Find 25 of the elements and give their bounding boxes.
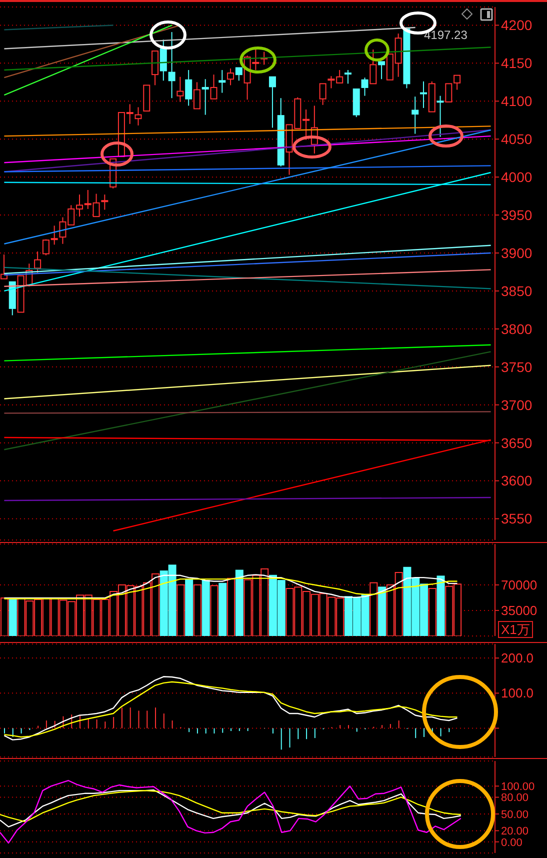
y-tick-label: 3700 bbox=[501, 396, 532, 413]
y-tick-label: 3800 bbox=[501, 320, 532, 337]
y-tick-label: 50.00 bbox=[501, 808, 529, 821]
y-tick-label: 35000 bbox=[501, 603, 538, 618]
y-tick-label: 100.0 bbox=[501, 686, 534, 701]
y-tick-label: 200.0 bbox=[501, 650, 534, 666]
y-tick-label: 3600 bbox=[501, 472, 532, 489]
y-tick-label: 3850 bbox=[501, 282, 532, 299]
y-tick-label: 4200 bbox=[501, 17, 532, 34]
y-tick-label: 4150 bbox=[501, 55, 532, 72]
y-tick-label: 3900 bbox=[501, 244, 532, 261]
y-tick-label: 20.00 bbox=[501, 826, 529, 838]
y-tick-label: 70000 bbox=[501, 578, 538, 593]
y-tick-label: 100.00 bbox=[501, 780, 535, 793]
annotation: 4197.23 bbox=[424, 28, 468, 42]
y-tick-label: 4100 bbox=[501, 93, 532, 110]
y-tick-label: 0.00 bbox=[501, 836, 522, 849]
y-tick-label: 4000 bbox=[501, 169, 532, 186]
y-tick-label: 3750 bbox=[501, 358, 532, 375]
y-tick-label: 3950 bbox=[501, 207, 532, 224]
y-tick-label: 3650 bbox=[501, 434, 532, 451]
y-axis-title: X1万 bbox=[498, 621, 533, 638]
y-tick-label: 3550 bbox=[501, 510, 532, 527]
y-tick-label: 4050 bbox=[501, 131, 532, 148]
y-tick-label: 80.00 bbox=[501, 792, 529, 804]
